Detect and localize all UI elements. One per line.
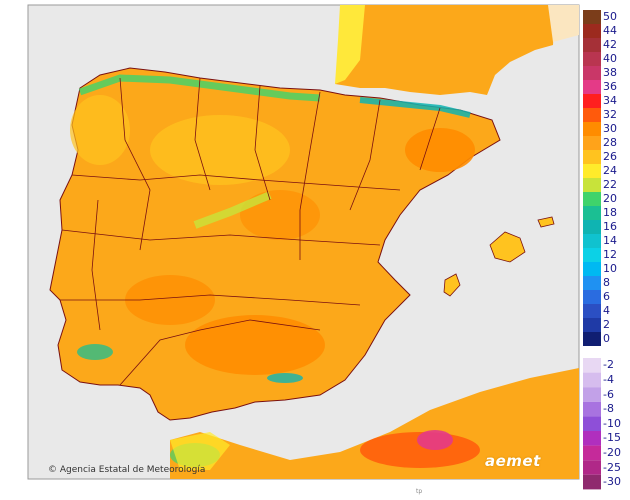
legend-swatch-neg-4 — [583, 416, 601, 431]
legend-swatch-pos-6 — [583, 94, 601, 108]
legend-swatch-pos-2 — [583, 38, 601, 52]
legend-label-pos-2: 42 — [603, 38, 617, 51]
warm-zone-galicia — [70, 95, 130, 165]
land-tangier — [170, 432, 230, 470]
legend-swatch-neg-5 — [583, 431, 601, 446]
copyright-icon: © — [48, 465, 57, 475]
legend-color-bar-positive — [583, 10, 601, 346]
legend-swatch-pos-17 — [583, 248, 601, 262]
legend-label-pos-12: 22 — [603, 178, 617, 191]
legend-swatch-neg-2 — [583, 387, 601, 402]
legend-label-pos-19: 8 — [603, 276, 610, 289]
land-mallorca — [489, 231, 526, 263]
legend-label-pos-22: 2 — [603, 318, 610, 331]
legend-label-pos-14: 18 — [603, 206, 617, 219]
legend-label-pos-16: 14 — [603, 234, 617, 247]
legend-label-pos-11: 24 — [603, 164, 617, 177]
legend-label-neg-4: -10 — [603, 416, 621, 430]
hot-zone-guadiana — [125, 275, 215, 325]
legend-label-pos-9: 28 — [603, 136, 617, 149]
legend-color-bar-negative — [583, 358, 601, 490]
legend-swatch-pos-3 — [583, 52, 601, 66]
land-france — [335, 5, 555, 95]
warm-zone-duero — [150, 115, 290, 185]
aemet-logo-text: aemet — [485, 452, 541, 470]
legend-swatch-neg-7 — [583, 460, 601, 475]
land-france-east — [548, 5, 579, 42]
legend-swatch-pos-23 — [583, 332, 601, 346]
legend-swatch-pos-1 — [583, 24, 601, 38]
legend-label-pos-3: 40 — [603, 52, 617, 65]
legend-swatch-neg-3 — [583, 401, 601, 417]
legend-swatch-pos-15 — [583, 220, 601, 234]
legend-label-neg-1: -4 — [603, 372, 614, 386]
legend-swatch-pos-4 — [583, 66, 601, 80]
hot-zone-center — [240, 190, 320, 240]
province-borders — [60, 77, 441, 386]
legend-swatch-pos-14 — [583, 206, 601, 220]
legend-label-neg-5: -15 — [603, 431, 621, 445]
legend-swatch-pos-16 — [583, 234, 601, 248]
legend-label-pos-6: 34 — [603, 94, 617, 107]
legend-label-pos-0: 50 — [603, 10, 617, 23]
legend-label-pos-13: 20 — [603, 192, 617, 205]
legend-label-pos-15: 16 — [603, 220, 617, 233]
land-menorca — [537, 216, 555, 228]
legend-swatch-pos-11 — [583, 164, 601, 178]
hot-zone-guadalquivir — [185, 315, 325, 375]
legend-label-neg-6: -20 — [603, 445, 621, 459]
legend-swatch-pos-20 — [583, 290, 601, 304]
legend-label-pos-17: 12 — [603, 248, 617, 261]
legend-swatch-neg-6 — [583, 445, 601, 461]
legend-swatch-pos-19 — [583, 276, 601, 290]
legend-label-neg-8: -30 — [603, 475, 621, 489]
legend-swatch-neg-1 — [583, 372, 601, 388]
land-ibiza — [443, 273, 461, 297]
agency-credit: © Agencia Estatal de Meteorología — [48, 465, 205, 475]
legend-label-pos-5: 36 — [603, 80, 617, 93]
land-france-coast — [335, 5, 365, 84]
legend-label-pos-20: 6 — [603, 290, 610, 303]
legend-label-neg-0: -2 — [603, 358, 614, 372]
hot-zone-atlas — [417, 430, 453, 450]
legend-swatch-pos-12 — [583, 178, 601, 192]
legend-swatch-pos-18 — [583, 262, 601, 276]
legend-label-neg-7: -25 — [603, 460, 621, 474]
legend-swatch-pos-22 — [583, 318, 601, 332]
cool-band-cantabrian — [78, 74, 321, 102]
bottom-mark: tp — [416, 488, 423, 495]
legend-label-pos-23: 0 — [603, 332, 610, 345]
legend-label-pos-21: 4 — [603, 304, 610, 317]
legend-label-neg-2: -6 — [603, 387, 614, 401]
legend-swatch-pos-7 — [583, 108, 601, 122]
legend-swatch-pos-5 — [583, 80, 601, 94]
legend-swatch-pos-21 — [583, 304, 601, 318]
cool-zone-portugal — [77, 344, 113, 360]
aemet-logo: aemet — [485, 452, 541, 470]
legend-label-neg-3: -8 — [603, 402, 614, 416]
legend-swatch-pos-0 — [583, 10, 601, 24]
cool-band-central — [193, 191, 272, 229]
legend-swatch-neg-8 — [583, 474, 601, 490]
legend-label-pos-7: 32 — [603, 108, 617, 121]
cool-zone-sierra-nevada — [267, 373, 303, 383]
legend-swatch-pos-13 — [583, 192, 601, 206]
legend-swatch-neg-0 — [583, 358, 601, 373]
legend-label-pos-10: 26 — [603, 150, 617, 163]
legend-swatch-pos-10 — [583, 150, 601, 164]
legend-label-pos-4: 38 — [603, 66, 617, 79]
legend-label-pos-1: 44 — [603, 24, 617, 37]
hot-zone-ebro — [405, 128, 475, 172]
agency-credit-text: Agencia Estatal de Meteorología — [59, 465, 206, 475]
legend-label-pos-8: 30 — [603, 122, 617, 135]
legend-swatch-pos-9 — [583, 136, 601, 150]
legend-label-pos-18: 10 — [603, 262, 617, 275]
legend-swatch-pos-8 — [583, 122, 601, 136]
